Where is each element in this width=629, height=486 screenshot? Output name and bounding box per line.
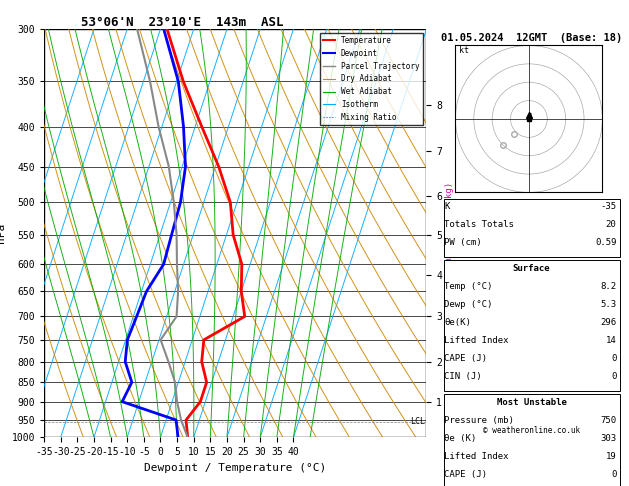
Text: 296: 296 (600, 318, 616, 327)
Text: Lifted Index: Lifted Index (444, 336, 509, 345)
Text: Pressure (mb): Pressure (mb) (444, 416, 514, 425)
Text: 14: 14 (606, 336, 616, 345)
Text: 303: 303 (600, 434, 616, 443)
Text: CAPE (J): CAPE (J) (444, 354, 487, 363)
Y-axis label: hPa: hPa (0, 223, 6, 243)
Text: K: K (444, 203, 450, 211)
Text: PW (cm): PW (cm) (444, 239, 482, 247)
Text: Totals Totals: Totals Totals (444, 221, 514, 229)
Text: 750: 750 (600, 416, 616, 425)
Text: θe (K): θe (K) (444, 434, 477, 443)
Text: Lifted Index: Lifted Index (444, 452, 509, 461)
Text: 8.2: 8.2 (600, 282, 616, 291)
Text: CAPE (J): CAPE (J) (444, 470, 487, 479)
Text: Most Unstable: Most Unstable (497, 398, 567, 407)
Text: Dewp (°C): Dewp (°C) (444, 300, 493, 309)
Text: 53°06'N  23°10'E  143m  ASL: 53°06'N 23°10'E 143m ASL (81, 16, 284, 29)
Text: 0: 0 (611, 470, 616, 479)
Text: 20: 20 (606, 221, 616, 229)
Text: kt: kt (459, 46, 469, 55)
Text: Temp (°C): Temp (°C) (444, 282, 493, 291)
Text: © weatheronline.co.uk: © weatheronline.co.uk (483, 426, 580, 435)
Text: Surface: Surface (513, 264, 550, 273)
Text: 01.05.2024  12GMT  (Base: 18): 01.05.2024 12GMT (Base: 18) (441, 33, 622, 43)
Legend: Temperature, Dewpoint, Parcel Trajectory, Dry Adiabat, Wet Adiabat, Isotherm, Mi: Temperature, Dewpoint, Parcel Trajectory… (320, 33, 423, 125)
Y-axis label: Mixing Ratio (g/kg): Mixing Ratio (g/kg) (445, 182, 454, 284)
Text: 0: 0 (611, 372, 616, 381)
Text: CIN (J): CIN (J) (444, 372, 482, 381)
Text: 5.3: 5.3 (600, 300, 616, 309)
X-axis label: Dewpoint / Temperature (°C): Dewpoint / Temperature (°C) (144, 463, 326, 473)
Text: 19: 19 (606, 452, 616, 461)
Text: 0.59: 0.59 (595, 239, 616, 247)
Text: 0: 0 (611, 354, 616, 363)
Text: -35: -35 (600, 203, 616, 211)
Text: LCL: LCL (410, 417, 425, 426)
Text: θe(K): θe(K) (444, 318, 471, 327)
